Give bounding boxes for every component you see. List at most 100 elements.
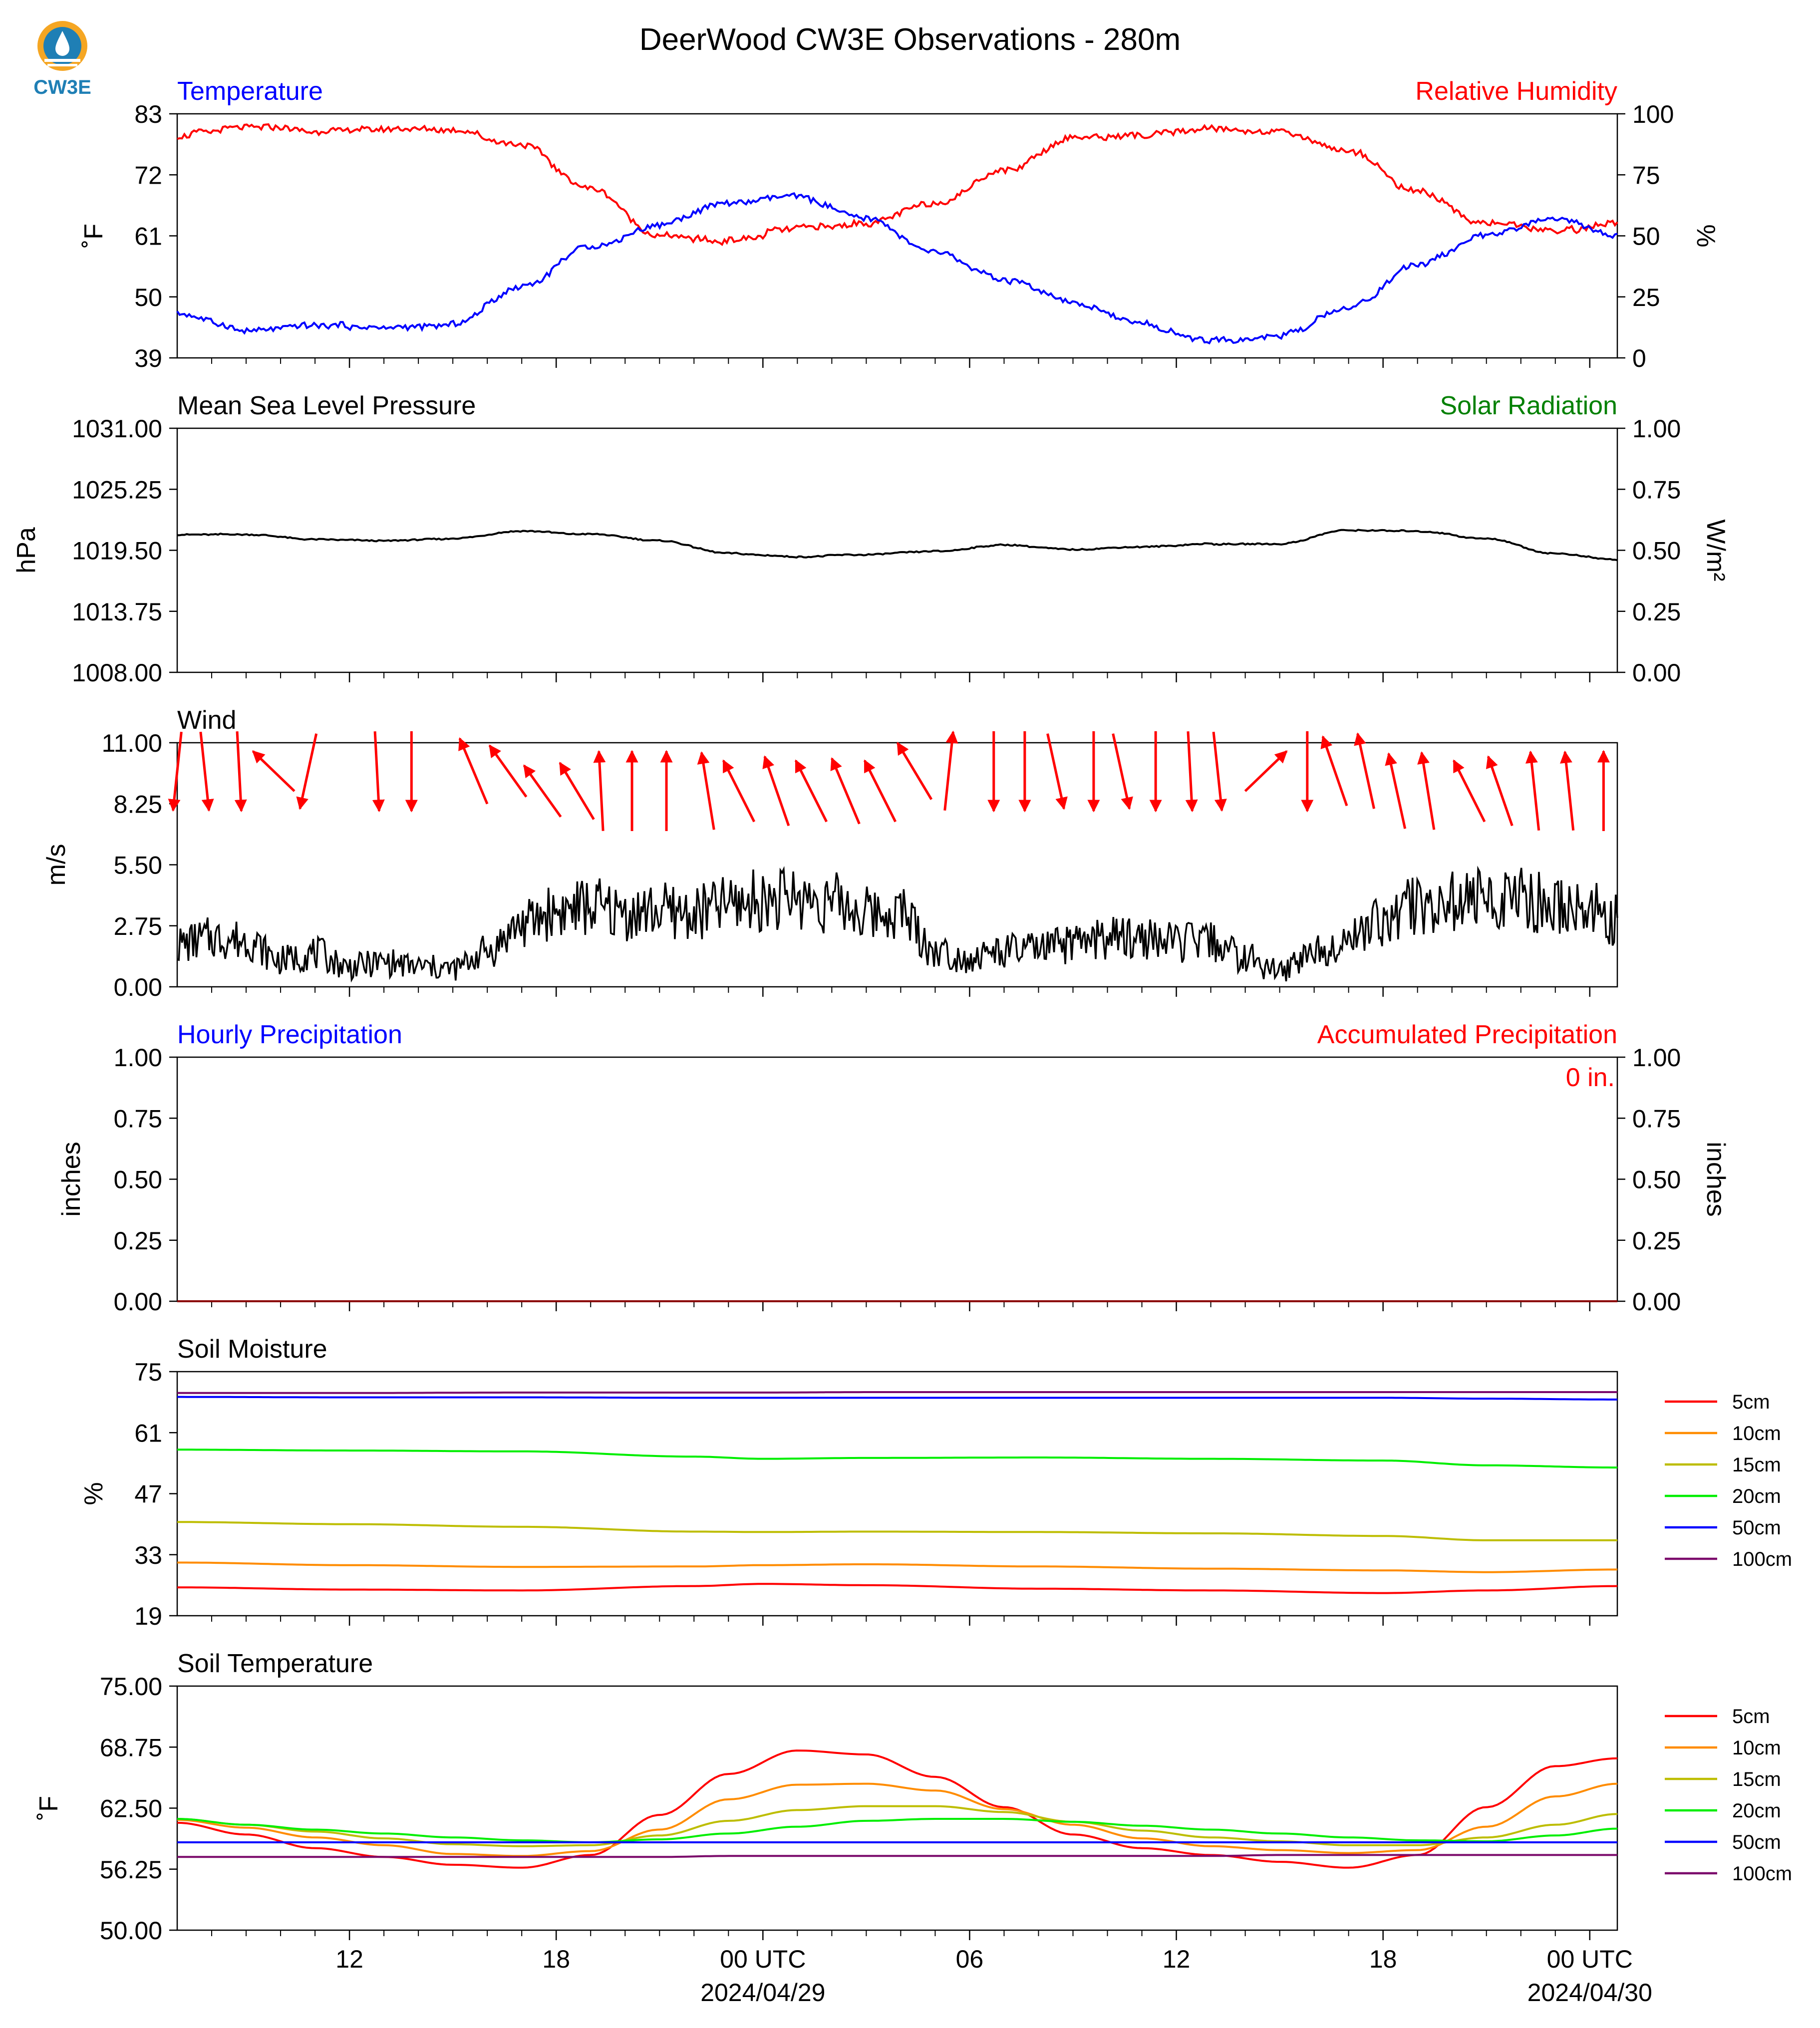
- ytick-label-right: 0.50: [1632, 1166, 1681, 1194]
- ytick-label-left: 1019.50: [72, 537, 162, 565]
- soil-temp-line-15cm: [177, 1805, 1618, 1847]
- wind-direction-arrow: [863, 759, 897, 823]
- ytick-label-left: 5.50: [114, 852, 162, 879]
- wind-direction-arrow: [722, 759, 756, 823]
- ytick-label-left: 0.00: [114, 1288, 162, 1316]
- logo-text: CW3E: [33, 76, 91, 98]
- wind-direction-arrow: [593, 750, 606, 831]
- ytick-label-left: 19: [134, 1602, 162, 1630]
- panel-frame-pressure: [176, 427, 1618, 673]
- ytick-label-left: 75.00: [100, 1673, 162, 1701]
- ylabel-right-temp_rh: %: [1691, 224, 1720, 247]
- temperature-series-line: [176, 192, 1618, 345]
- ytick-label-right: 1.00: [1632, 415, 1681, 443]
- ytick-label-left: 0.25: [114, 1227, 162, 1255]
- wind-direction-arrow: [697, 751, 715, 830]
- ytick-label-right: 0.50: [1632, 537, 1681, 565]
- panel-right-title-temp_rh: Relative Humidity: [1415, 77, 1617, 106]
- ytick-label-left: 1.00: [114, 1044, 162, 1072]
- panel-title-soil_temp: Soil Temperature: [177, 1649, 373, 1678]
- wind-direction-arrow: [296, 733, 318, 810]
- panel-frame-soil_moisture: [176, 1371, 1618, 1617]
- wind-direction-arrow: [794, 759, 828, 823]
- ylabel-left-precip: inches: [57, 1142, 86, 1216]
- panel-title-wind: Wind: [177, 706, 236, 735]
- legend-label: 10cm: [1732, 1737, 1781, 1759]
- wind-direction-arrow: [168, 731, 183, 812]
- soil-moisture-line-15cm: [177, 1521, 1617, 1541]
- ytick-label-right: 50: [1632, 223, 1660, 251]
- ytick-label-right: 100: [1632, 100, 1674, 128]
- wind-direction-arrow: [1112, 733, 1133, 810]
- ytick-label-right: 0.25: [1632, 1227, 1681, 1255]
- soil-temp-line-10cm: [177, 1782, 1618, 1857]
- panel-title-pressure: Mean Sea Level Pressure: [177, 391, 476, 420]
- panel-title-soil_moisture: Soil Moisture: [177, 1335, 327, 1364]
- ytick-label-left: 68.75: [100, 1734, 162, 1761]
- ytick-label-left: 50.00: [100, 1917, 162, 1945]
- rh-series-line: [177, 123, 1618, 247]
- ytick-label-right: 0.75: [1632, 1105, 1681, 1133]
- legend-label: 15cm: [1732, 1768, 1781, 1790]
- panel-frame-soil_temp: [176, 1685, 1618, 1931]
- accum-precip-label: 0 in.: [1566, 1063, 1615, 1092]
- wind-direction-arrow: [488, 744, 528, 798]
- ylabel-left-soil_temp: ˚F: [34, 1796, 63, 1820]
- wind-direction-arrow: [943, 730, 958, 811]
- date-label: 2024/04/29: [700, 1979, 825, 2007]
- legend-soil_moisture: 5cm 10cm 15cm 20cm 50cm 100cm: [1665, 1391, 1792, 1570]
- wind-direction-arrow: [896, 742, 933, 800]
- legend-label: 50cm: [1732, 1517, 1781, 1539]
- xtick-label: 18: [542, 1945, 570, 1973]
- ytick-label-left: 83: [134, 100, 162, 128]
- xtick-label: 06: [956, 1945, 984, 1973]
- xtick-label: 00 UTC: [1547, 1945, 1633, 1973]
- soil-moisture-line-5cm: [177, 1583, 1618, 1594]
- ytick-label-left: 50: [134, 284, 162, 311]
- soil-moisture-line-20cm: [177, 1449, 1617, 1469]
- date-label: 2024/04/30: [1527, 1979, 1652, 2007]
- legend-label: 5cm: [1732, 1706, 1770, 1728]
- wind-direction-arrow: [1486, 755, 1514, 827]
- ylabel-left-wind: m/s: [42, 844, 71, 886]
- pressure-series-line: [177, 529, 1618, 562]
- wind-direction-arrow: [762, 755, 790, 827]
- soil-temp-line-5cm: [177, 1749, 1618, 1869]
- ytick-label-left: 62.50: [100, 1795, 162, 1823]
- ytick-label-right: 0.75: [1632, 476, 1681, 504]
- ytick-label-left: 72: [134, 161, 162, 189]
- wind-direction-arrow: [252, 750, 296, 792]
- wind-direction-arrow: [523, 764, 562, 818]
- ytick-label-left: 61: [134, 223, 162, 251]
- ytick-label-right: 0.00: [1632, 659, 1681, 687]
- wind-direction-arrow: [372, 731, 385, 813]
- ytick-label-right: 0: [1632, 344, 1646, 372]
- ytick-label-left: 11.00: [102, 729, 162, 757]
- wind-direction-arrow: [1212, 731, 1227, 812]
- ytick-label-right: 75: [1632, 161, 1660, 189]
- ytick-label-left: 56.25: [100, 1856, 162, 1884]
- ytick-label-left: 75: [134, 1358, 162, 1386]
- panel-frame-precip: [176, 1056, 1618, 1302]
- legend-label: 15cm: [1732, 1454, 1781, 1476]
- legend-label: 20cm: [1732, 1485, 1781, 1507]
- panel-title-precip: Hourly Precipitation: [177, 1020, 402, 1049]
- ytick-label-left: 47: [134, 1480, 162, 1508]
- soil-temp-line-100cm: [177, 1854, 1617, 1858]
- panel-title-temp_rh: Temperature: [177, 77, 323, 106]
- wind-arrows: [168, 730, 1610, 831]
- legend-label: 20cm: [1732, 1800, 1781, 1822]
- panel-right-title-precip: Accumulated Precipitation: [1317, 1020, 1617, 1049]
- ytick-label-left: 61: [134, 1419, 162, 1447]
- logo-drop-icon: [55, 31, 69, 56]
- figure-title: DeerWood CW3E Observations - 280m: [639, 22, 1181, 57]
- ytick-label-right: 25: [1632, 284, 1660, 311]
- soil-moisture-line-100cm: [177, 1391, 1617, 1394]
- wind-speed-line: [177, 866, 1618, 983]
- legend-label: 5cm: [1732, 1391, 1770, 1413]
- wind-direction-arrow: [1185, 731, 1198, 813]
- xtick-label: 12: [1163, 1945, 1191, 1973]
- soil-moisture-line-50cm: [177, 1396, 1617, 1401]
- wind-direction-arrow: [1354, 732, 1376, 809]
